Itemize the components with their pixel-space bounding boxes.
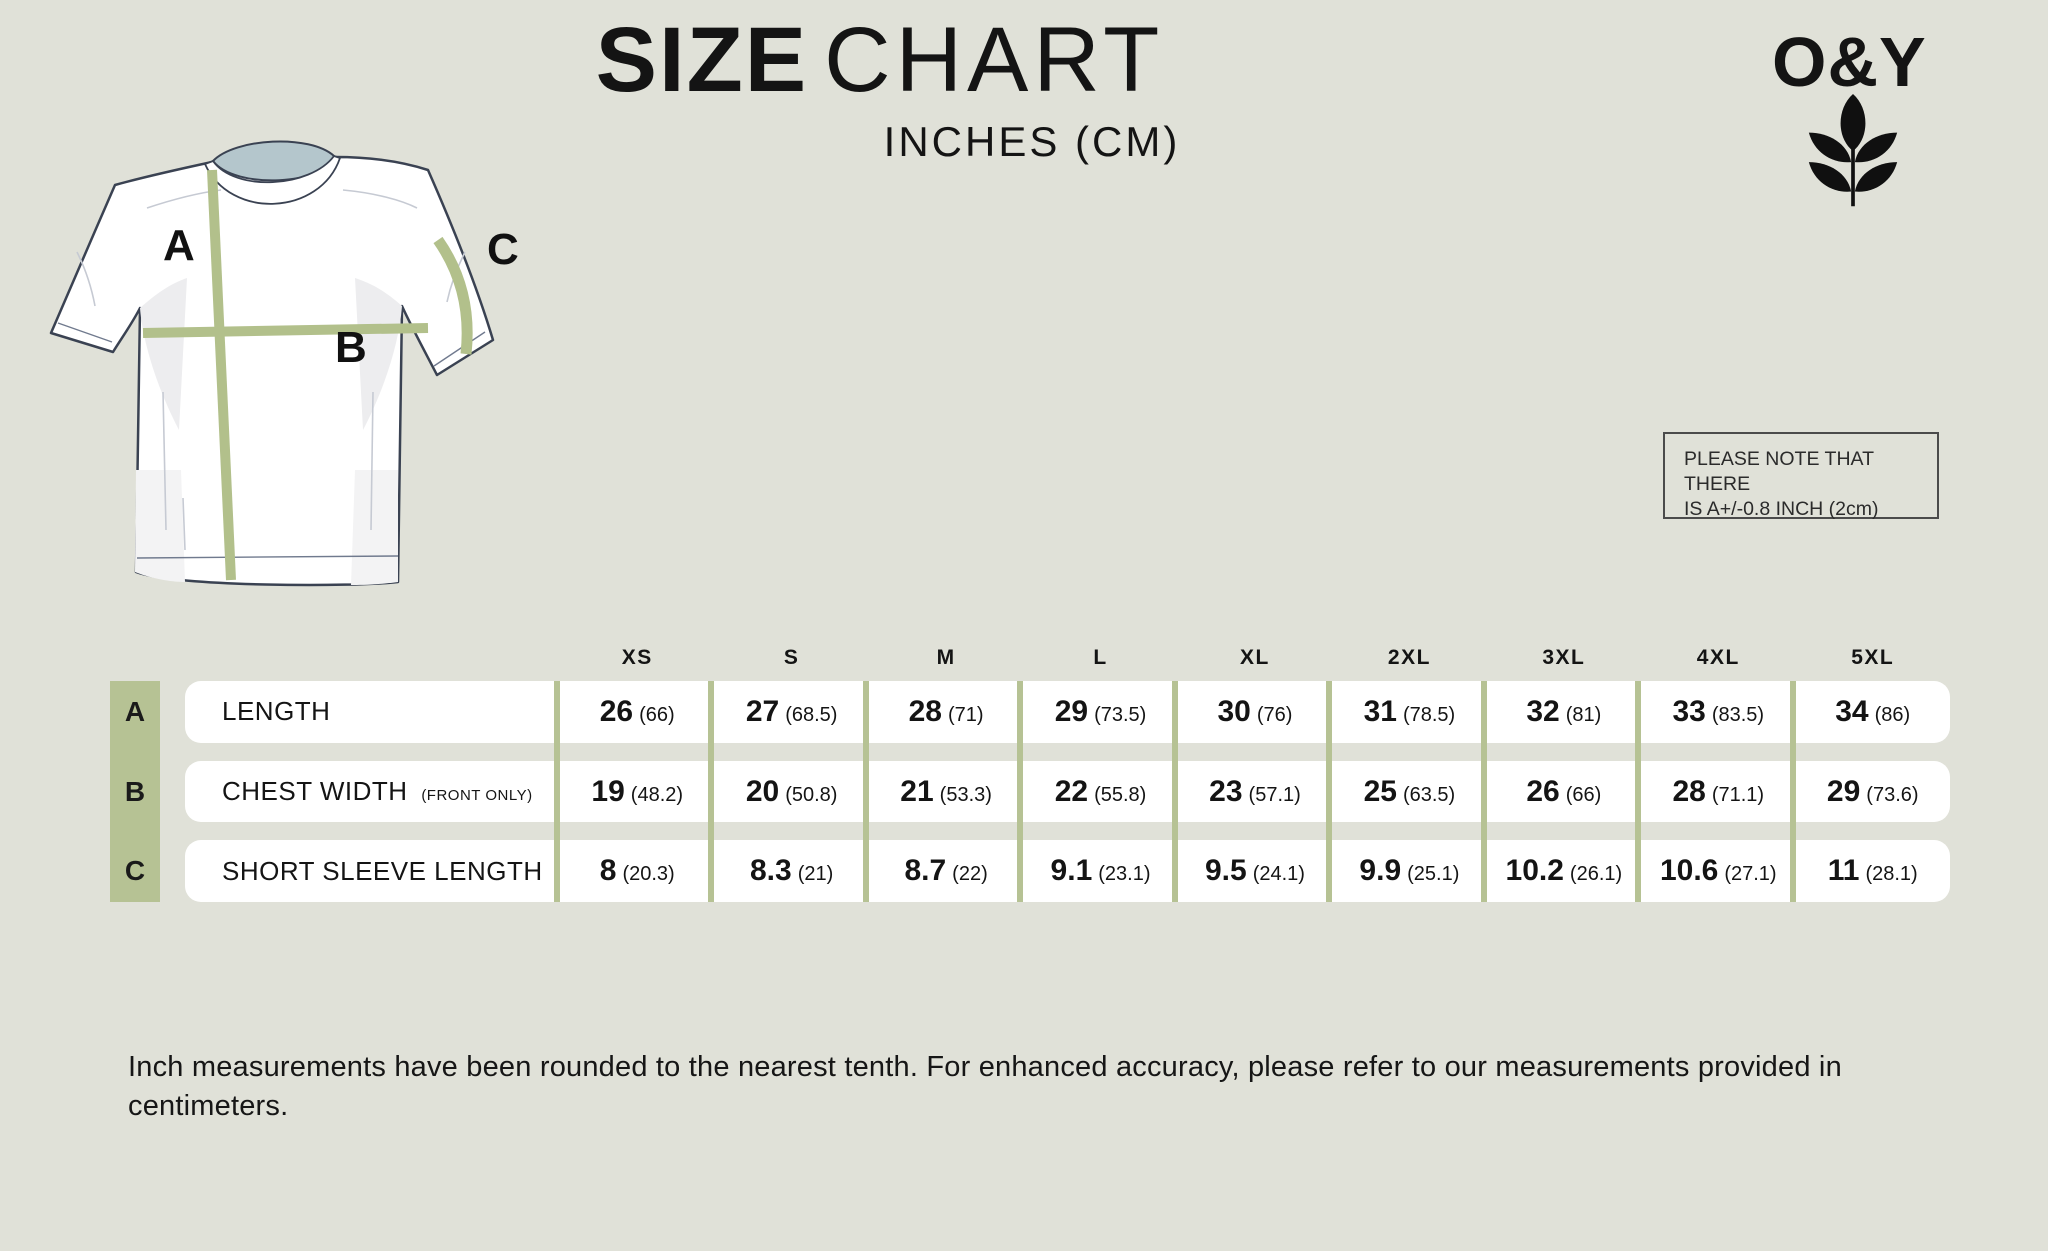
size-cell: 26 (66) [1526, 774, 1602, 808]
tolerance-note-line2: IS A+/-0.8 INCH (2cm) [1684, 498, 1879, 520]
column-divider [708, 681, 714, 902]
size-cell: 20 (50.8) [745, 774, 838, 808]
size-cell: 21 (53.3) [900, 774, 992, 808]
marker-a-label: A [163, 221, 195, 270]
size-cell: 28 (71.1) [1672, 774, 1765, 808]
size-col-5xl: 5XL [1851, 646, 1895, 669]
tshirt-diagram: A B C [49, 140, 519, 587]
size-col-s: S [783, 646, 800, 669]
plant-leaf-icon [1808, 94, 1898, 207]
column-divider [1635, 681, 1641, 902]
column-divider [863, 681, 869, 902]
column-divider [1481, 681, 1487, 902]
column-divider [1790, 681, 1796, 902]
size-cell: 33 (83.5) [1672, 694, 1765, 728]
accuracy-footnote: Inch measurements have been rounded to t… [128, 1051, 1842, 1122]
table-row-chest-width: CHEST WIDTH (FRONT ONLY) 19 (48.2) 20 (50.… [185, 760, 1950, 823]
marker-c-label: C [487, 225, 519, 274]
size-cell: 9.1 (23.1) [1050, 854, 1151, 888]
size-cell: 34 (86) [1835, 694, 1911, 728]
size-col-4xl: 4XL [1696, 646, 1740, 669]
table-row-sleeve-length: SHORT SLEEVE LENGTH 8 (20.3) 8.3 (21) 8.7(… [185, 840, 1950, 903]
size-cell: 11 (28.1) [1827, 854, 1918, 888]
size-cell: 10.6 (27.1) [1659, 854, 1777, 888]
size-col-xs: XS [621, 646, 653, 669]
size-cell: 25 (63.5) [1363, 774, 1456, 808]
size-cell: 29 (73.6) [1826, 774, 1919, 808]
size-cell: 22 (55.8) [1054, 774, 1147, 808]
size-cell: 32 (81) [1526, 694, 1602, 728]
column-divider [1172, 681, 1178, 902]
size-cell: 26 (66) [599, 694, 675, 728]
page-title-light: CHART [824, 9, 1165, 111]
size-cell: 31 (78.5) [1363, 694, 1456, 728]
size-cell: 10.2 (26.1) [1505, 854, 1623, 888]
key-b: B [124, 775, 146, 807]
measurement-label: LENGTH [222, 696, 331, 727]
size-cell: 27 (68.5) [745, 694, 838, 728]
tolerance-note-line1: PLEASE NOTE THAT THERE [1684, 448, 1874, 495]
key-a: A [124, 695, 146, 727]
size-header-row: XS S M L XL 2XL 3XL 4XL 5XL [560, 646, 1950, 670]
size-cell: 9.5 (24.1) [1204, 854, 1305, 888]
size-cell: 8.3 (21) [750, 854, 834, 888]
measurement-label: SHORT SLEEVE LENGTH [222, 855, 543, 886]
size-cell: 8 (20.3) [599, 854, 675, 888]
marker-b-label: B [335, 323, 367, 372]
size-cell: 29 (73.5) [1054, 694, 1147, 728]
size-col-l: L [1093, 646, 1108, 669]
column-divider [554, 681, 560, 902]
table-row-length: LENGTH 26 (66) 27 (68.5) 28 (71) 29 (73.5) 3… [185, 681, 1950, 743]
size-cell: 19 (48.2) [591, 774, 684, 808]
measurement-label: CHEST WIDTH (FRONT ONLY) [222, 776, 533, 806]
page-title: SIZE CHART [596, 14, 1165, 106]
size-cell: 8.7 (22) [904, 854, 988, 888]
page-subtitle: INCHES (CM) [883, 118, 1181, 165]
size-table: LENGTH 26 (66) 27 (68.5) 28 (71) 29 (73.5) 3… [185, 681, 1950, 903]
page-title-bold: SIZE [595, 9, 809, 111]
size-col-xl: XL [1240, 646, 1270, 669]
key-c: C [124, 855, 146, 887]
size-cell: 23 (57.1) [1209, 774, 1301, 808]
size-cell: 9.9 (25.1) [1359, 854, 1460, 888]
column-divider [1326, 681, 1332, 902]
size-cell: 28 (71) [908, 694, 984, 728]
size-col-3xl: 3XL [1542, 646, 1586, 669]
measurement-key-strip: A B C [110, 681, 160, 902]
size-cell: 30 (76) [1217, 694, 1293, 728]
tolerance-note: PLEASE NOTE THAT THERE IS A+/-0.8 INCH (… [1663, 432, 1939, 520]
size-col-2xl: 2XL [1387, 646, 1431, 669]
column-divider [1017, 681, 1023, 902]
size-col-m: M [936, 646, 956, 669]
brand-logo-text: O&Y [1772, 23, 1927, 101]
